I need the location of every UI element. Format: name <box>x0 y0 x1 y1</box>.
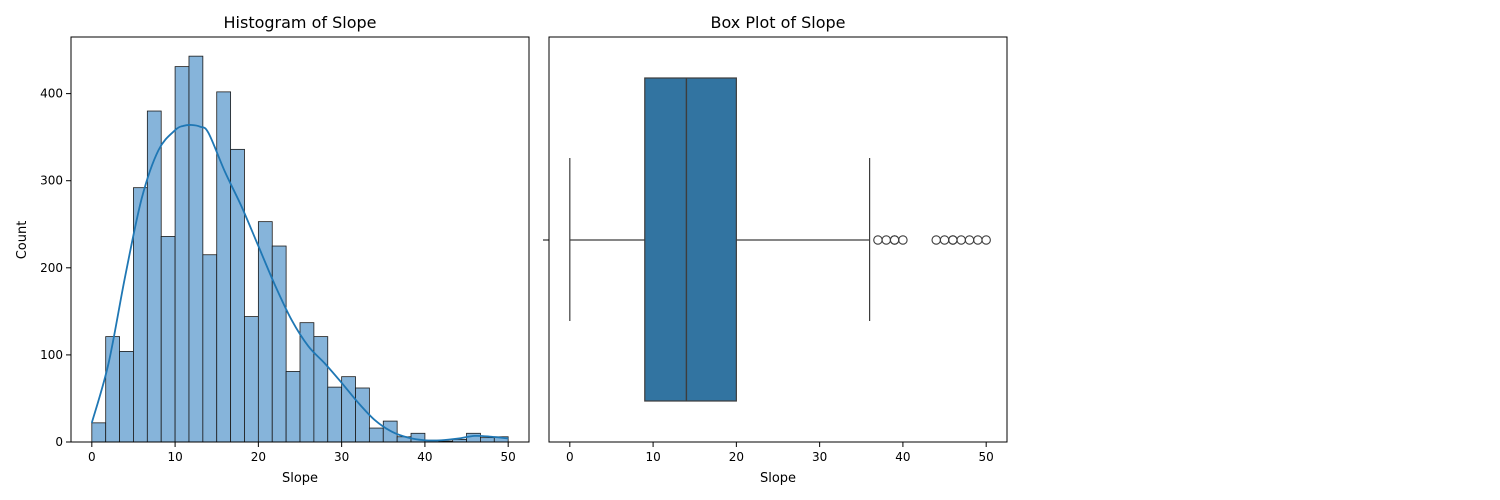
histogram-x-tick-label: 10 <box>167 450 182 464</box>
histogram-x-ticks: 0 10 20 30 40 50 <box>88 442 516 464</box>
histogram-bar <box>271 245 287 443</box>
boxplot-x-tick-label: 10 <box>645 450 660 464</box>
histogram-bar <box>202 254 218 443</box>
boxplot-x-tick-label: 30 <box>812 450 827 464</box>
boxplot-x-tick-label: 0 <box>566 450 574 464</box>
histogram-x-tick-label: 50 <box>501 450 516 464</box>
histogram-x-tick-label: 40 <box>417 450 432 464</box>
boxplot-box <box>644 77 737 402</box>
boxplot-x-tick-label: 50 <box>979 450 994 464</box>
boxplot-outlier <box>931 235 941 245</box>
histogram-y-tick-label: 100 <box>40 348 63 362</box>
histogram-bar <box>91 422 107 443</box>
histogram-bar <box>257 221 273 443</box>
histogram-x-label: Slope <box>282 471 318 486</box>
boxplot-x-tick-label: 20 <box>729 450 744 464</box>
histogram-y-tick-label: 200 <box>40 261 63 275</box>
histogram-bar <box>368 427 384 443</box>
boxplot-outlier <box>973 235 983 245</box>
histogram-bar <box>244 316 259 443</box>
boxplot-outlier <box>939 235 950 245</box>
boxplot-outlier <box>964 235 975 245</box>
histogram-bar <box>466 432 481 443</box>
histogram-bar <box>299 322 315 443</box>
boxplot-outlier <box>981 235 991 245</box>
histogram-bar <box>160 236 176 443</box>
boxplot-elements <box>569 77 991 402</box>
histogram-y-label: Count <box>15 221 30 260</box>
histogram-bar <box>327 386 343 443</box>
boxplot-outlier <box>948 235 958 245</box>
histogram-bar <box>230 148 245 443</box>
histogram-bar <box>105 336 120 443</box>
histogram-bar <box>313 336 329 443</box>
histogram-bars <box>91 55 509 443</box>
boxplot-x-tick-label: 40 <box>895 450 910 464</box>
histogram-bar <box>355 387 370 443</box>
boxplot-outlier <box>889 235 900 245</box>
boxplot-outlier <box>956 235 966 245</box>
histogram-bar <box>174 66 190 443</box>
histogram-panel: Histogram of Slope 0 10 20 30 40 50 0 100 200 30… <box>15 13 530 486</box>
boxplot-outlier <box>873 235 883 245</box>
boxplot-outlier <box>881 235 892 245</box>
histogram-x-tick-label: 30 <box>334 450 349 464</box>
histogram-x-tick-label: 20 <box>251 450 266 464</box>
histogram-y-ticks: 0 100 200 300 400 <box>40 87 71 449</box>
histogram-title: Histogram of Slope <box>224 13 377 32</box>
boxplot-title: Box Plot of Slope <box>711 13 846 32</box>
boxplot-outlier <box>898 235 908 245</box>
histogram-y-tick-label: 400 <box>40 87 63 101</box>
boxplot-x-label: Slope <box>760 471 796 486</box>
kde-line <box>90 124 509 442</box>
histogram-x-tick-label: 0 <box>88 450 96 464</box>
histogram-y-tick-label: 300 <box>40 174 63 188</box>
boxplot-x-ticks: 0 10 20 30 40 50 <box>566 442 994 464</box>
histogram-bar <box>216 91 232 443</box>
histogram-bar <box>480 437 495 443</box>
boxplot-panel: Box Plot of Slope 0 10 20 30 40 50 Slope <box>543 13 1008 486</box>
histogram-bar <box>119 351 134 443</box>
histogram-bar <box>188 55 204 443</box>
histogram-axes-frame <box>70 36 530 443</box>
histogram-bar <box>285 371 301 443</box>
histogram-y-tick-label: 0 <box>55 435 63 449</box>
